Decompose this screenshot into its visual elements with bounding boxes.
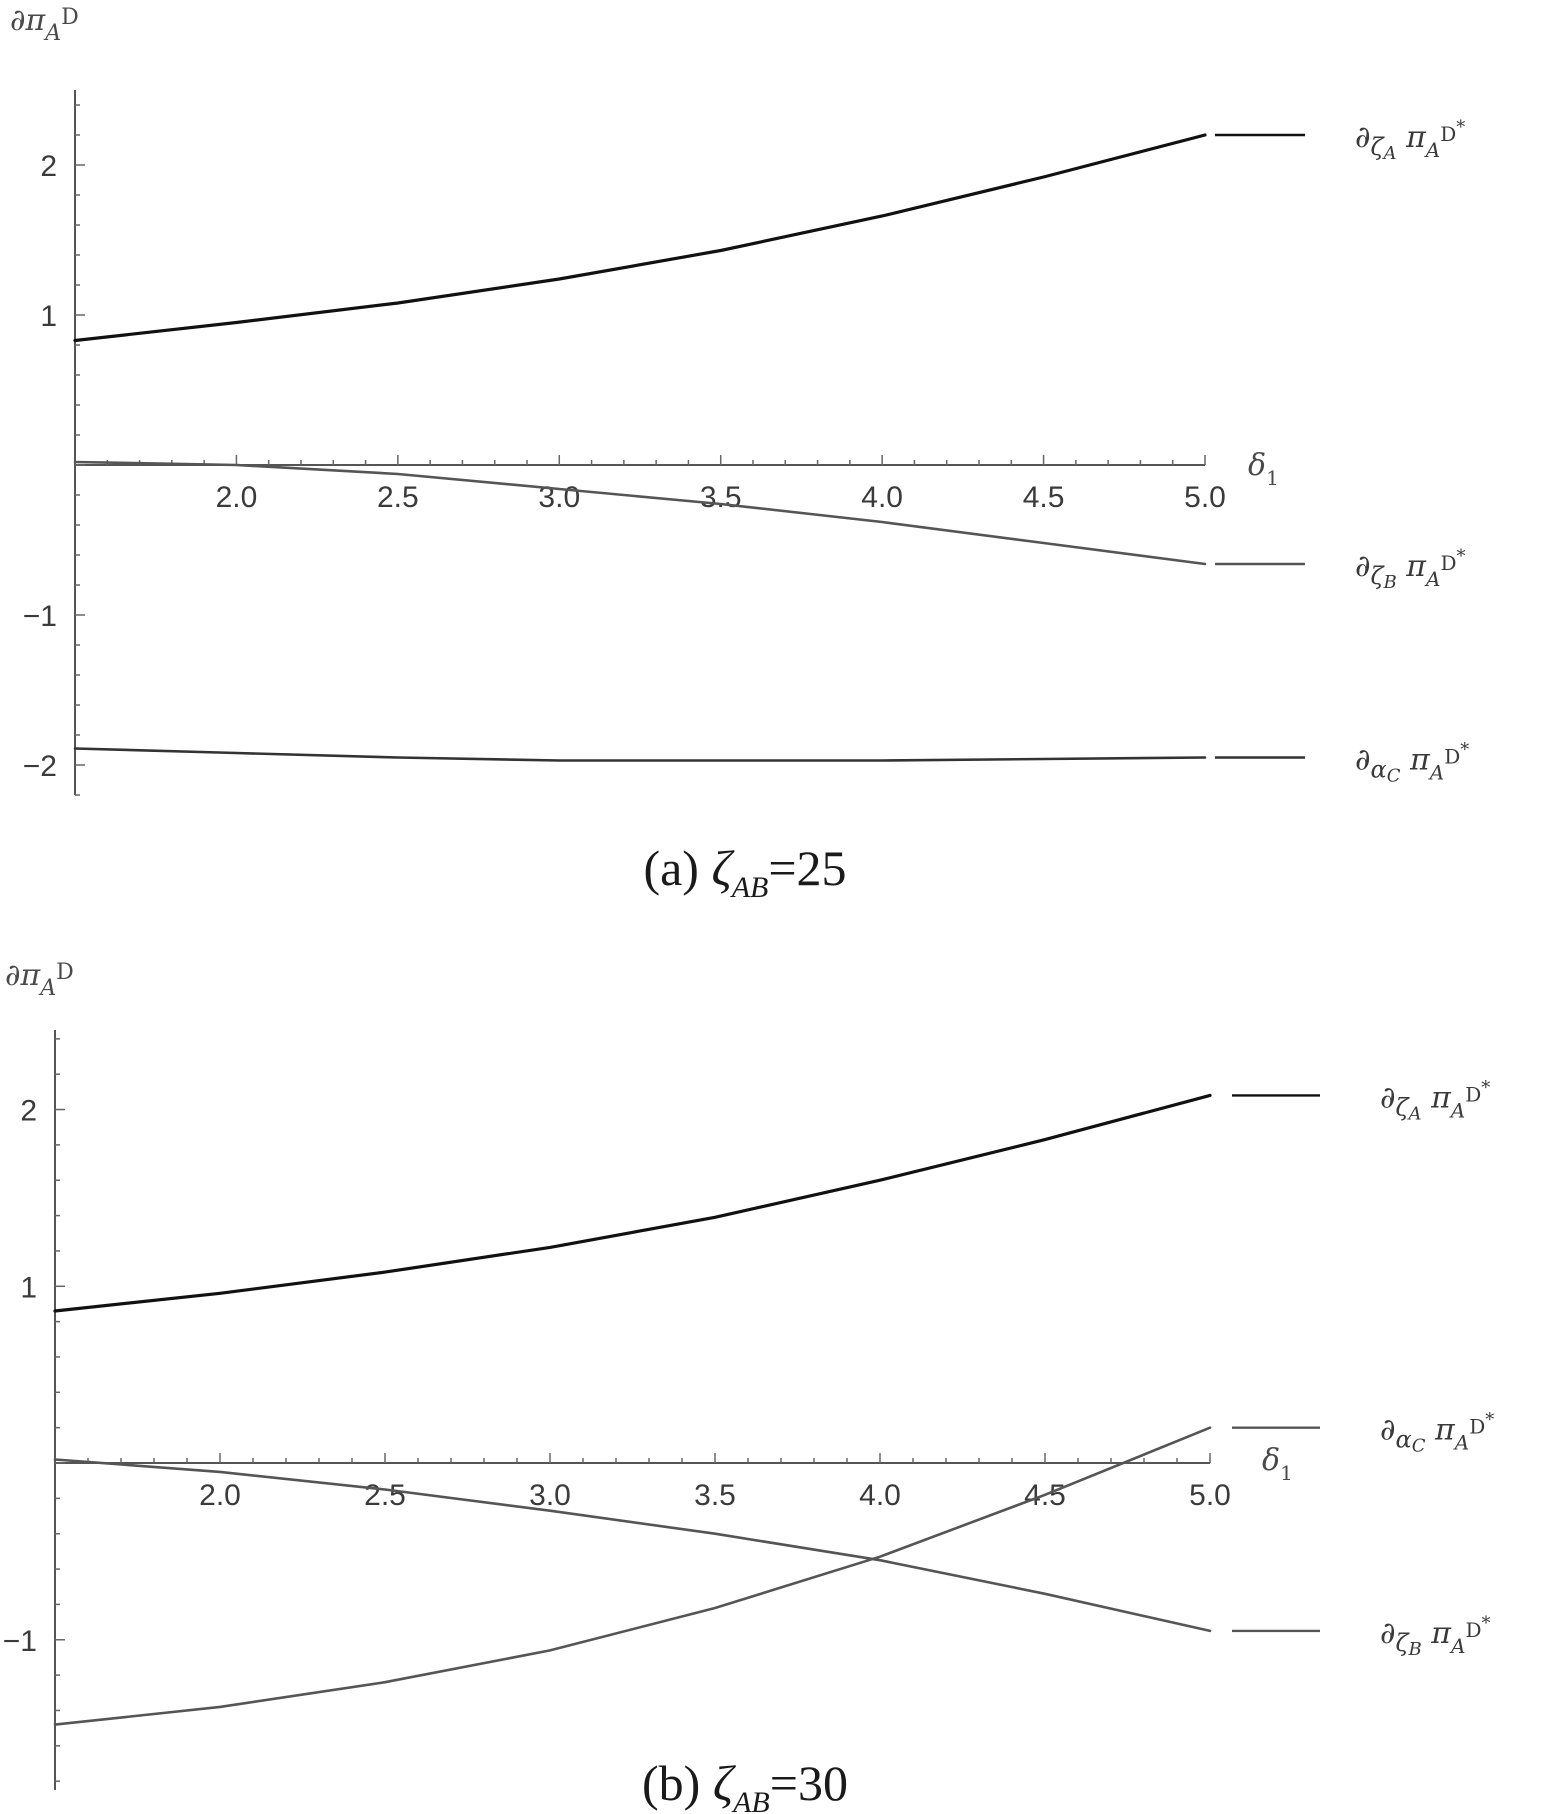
series-line — [53, 1426, 1212, 1726]
x-tick-label: 3.0 — [538, 481, 580, 514]
y-tick-label: 2 — [40, 150, 57, 183]
x-tick-label: 2.5 — [364, 1479, 406, 1512]
x-axis-label: δ1 — [1248, 448, 1279, 490]
x-tick-label: 2.0 — [216, 481, 258, 514]
legend-label: ∂ζB πAD* — [1355, 546, 1466, 593]
y-axis-label: ∂πAD — [5, 958, 74, 1001]
series-line — [73, 747, 1207, 762]
series-line — [73, 133, 1207, 343]
y-tick-label: 1 — [20, 1271, 37, 1304]
x-tick-label: 2.5 — [377, 481, 419, 514]
y-tick-label: −1 — [23, 600, 57, 633]
chart-panel-a: 2.0 2.5 3.0 3.5 4.0 4.5 5.0 −2 −1 1 2 ∂πAD δ1 ∂ζA πAD… — [10, 3, 1469, 904]
x-tick-label: 4.0 — [859, 1479, 901, 1512]
y-tick-label: −1 — [3, 1625, 37, 1658]
legend-label: ∂ζA πAD* — [1380, 1077, 1490, 1124]
series-line — [53, 1093, 1212, 1313]
figure-caption: (b) ζAB=30 — [642, 1755, 848, 1814]
x-tick-label: 5.0 — [1184, 481, 1226, 514]
series-line — [53, 1458, 1212, 1633]
y-tick-label: 1 — [40, 300, 57, 333]
legend-label: ∂ζB πAD* — [1380, 1613, 1491, 1660]
x-tick-label: 3.5 — [694, 1479, 736, 1512]
x-tick-label: 5.0 — [1189, 1479, 1231, 1512]
y-axis-label: ∂πAD — [10, 3, 79, 46]
legend-label: ∂αC πAD* — [1380, 1410, 1494, 1457]
y-tick-label: −2 — [23, 750, 57, 783]
figure-caption: (a) ζAB=25 — [643, 840, 846, 904]
legend-label: ∂αC πAD* — [1355, 740, 1469, 787]
series-line — [73, 460, 1207, 566]
x-tick-label: 4.5 — [1023, 481, 1065, 514]
x-tick-label: 2.0 — [199, 1479, 241, 1512]
x-axis-label: δ1 — [1262, 1443, 1293, 1485]
x-tick-label: 3.5 — [700, 481, 742, 514]
legend-label: ∂ζA πAD* — [1355, 117, 1465, 164]
y-tick-label: 2 — [20, 1095, 37, 1128]
x-tick-label: 4.0 — [861, 481, 903, 514]
x-tick-label: 3.0 — [529, 1479, 571, 1512]
